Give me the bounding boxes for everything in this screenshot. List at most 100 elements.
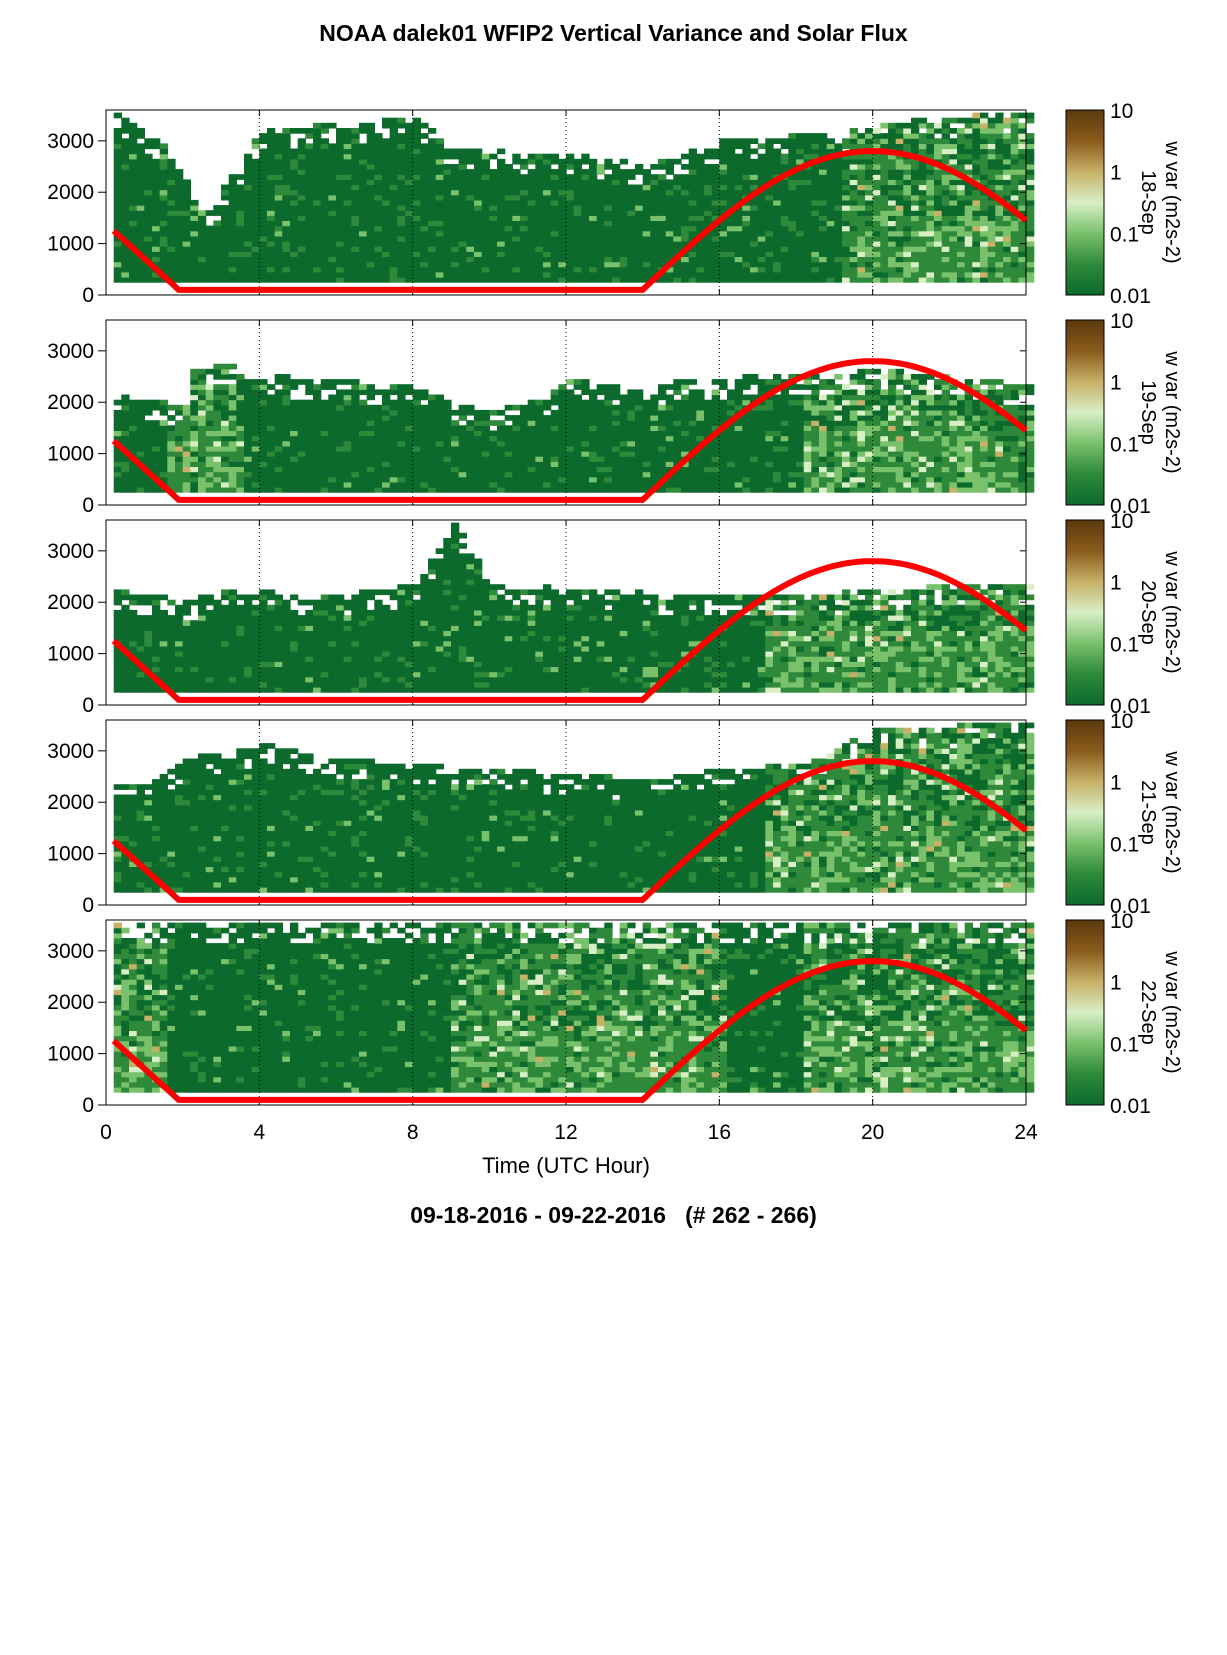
heatmap-cell [236, 481, 245, 488]
heatmap-cell [359, 461, 368, 467]
heatmap-cell [949, 277, 958, 283]
heatmap-cell [451, 456, 460, 462]
heatmap-cell [658, 425, 667, 431]
heatmap-cell [957, 205, 966, 211]
heatmap-cell [550, 251, 559, 257]
heatmap-cell [182, 199, 191, 206]
heatmap-cell [129, 266, 138, 273]
heatmap-cell [719, 184, 728, 191]
heatmap-cell [328, 430, 337, 437]
heatmap-cell [734, 189, 743, 196]
heatmap-cell [566, 445, 575, 452]
heatmap-cell [865, 169, 874, 175]
heatmap-cell [796, 235, 805, 242]
heatmap-cell [543, 466, 552, 473]
heatmap-cell [389, 230, 398, 237]
heatmap-cell [581, 461, 590, 467]
heatmap-cell [558, 461, 567, 467]
heatmap-cell [474, 445, 483, 452]
heatmap-cell [282, 435, 291, 442]
heatmap-cell [244, 394, 253, 401]
heatmap-cell [650, 430, 659, 437]
heatmap-cell [635, 256, 644, 263]
heatmap-cell [152, 456, 161, 462]
heatmap-cell [665, 481, 674, 488]
heatmap-cell [244, 466, 253, 473]
heatmap-cell [366, 384, 375, 390]
heatmap-cell [704, 210, 713, 216]
heatmap-cell [527, 189, 536, 196]
heatmap-cell [504, 194, 513, 201]
heatmap-cell [589, 420, 598, 426]
heatmap-cell [458, 199, 467, 206]
heatmap-cell [711, 435, 720, 442]
heatmap-cell [221, 440, 230, 447]
heatmap-cell [320, 435, 329, 442]
heatmap-cell [765, 266, 774, 273]
heatmap-cell [911, 179, 920, 186]
heatmap-cell [328, 246, 337, 252]
heatmap-cell [489, 456, 498, 462]
heatmap-cell [750, 148, 759, 155]
heatmap-cell [826, 246, 835, 252]
heatmap-cell [527, 235, 536, 242]
heatmap-cell [673, 420, 682, 426]
heatmap-cell [336, 271, 345, 278]
heatmap-cell [274, 476, 283, 483]
heatmap-cell [803, 246, 812, 252]
heatmap-cell [397, 246, 406, 252]
heatmap-cell [903, 241, 912, 247]
heatmap-cell [320, 425, 329, 431]
heatmap-cell [205, 466, 214, 473]
heatmap-cell [282, 461, 291, 467]
heatmap-cell [566, 179, 575, 186]
heatmap-cell [872, 251, 881, 257]
heatmap-cell [267, 466, 276, 473]
heatmap-cell [742, 266, 751, 273]
heatmap-cell [918, 138, 927, 144]
heatmap-cell [244, 451, 253, 457]
heatmap-cell [489, 179, 498, 186]
heatmap-cell [627, 194, 636, 201]
heatmap-cell [558, 179, 567, 186]
heatmap-cell [550, 399, 559, 406]
heatmap-cell [328, 225, 337, 232]
heatmap-cell [535, 430, 544, 437]
heatmap-cell [412, 251, 421, 257]
heatmap-cell [351, 409, 360, 416]
heatmap-cell [1026, 199, 1035, 206]
heatmap-cell [389, 158, 398, 165]
heatmap-cell [796, 153, 805, 160]
heatmap-cell [704, 425, 713, 431]
heatmap-cell [1026, 215, 1035, 221]
heatmap-cell [389, 153, 398, 160]
heatmap-cell [382, 271, 391, 278]
heatmap-cell [918, 277, 927, 283]
heatmap-cell [435, 440, 444, 447]
heatmap-cell [612, 384, 621, 390]
heatmap-cell [274, 425, 283, 431]
heatmap-cell [336, 235, 345, 242]
heatmap-cell [980, 117, 989, 124]
heatmap-cell [934, 138, 943, 144]
heatmap-cell [136, 271, 145, 278]
heatmap-cell [642, 235, 651, 242]
heatmap-cell [213, 399, 222, 406]
heatmap-cell [1026, 112, 1035, 119]
heatmap-cell [612, 261, 621, 268]
heatmap-cell [949, 117, 958, 124]
heatmap-cell [129, 199, 138, 206]
heatmap-cell [573, 435, 582, 442]
heatmap-cell [673, 271, 682, 278]
heatmap-cell [857, 194, 866, 201]
heatmap-cell [113, 261, 122, 268]
heatmap-cell [497, 435, 506, 442]
heatmap-cell [313, 148, 322, 155]
heatmap-cell [780, 164, 789, 170]
heatmap-cell [619, 174, 628, 180]
heatmap-cell [412, 471, 421, 478]
heatmap-cell [765, 384, 774, 390]
heatmap-cell [175, 220, 184, 227]
heatmap-cell [389, 261, 398, 268]
heatmap-cell [244, 481, 253, 488]
